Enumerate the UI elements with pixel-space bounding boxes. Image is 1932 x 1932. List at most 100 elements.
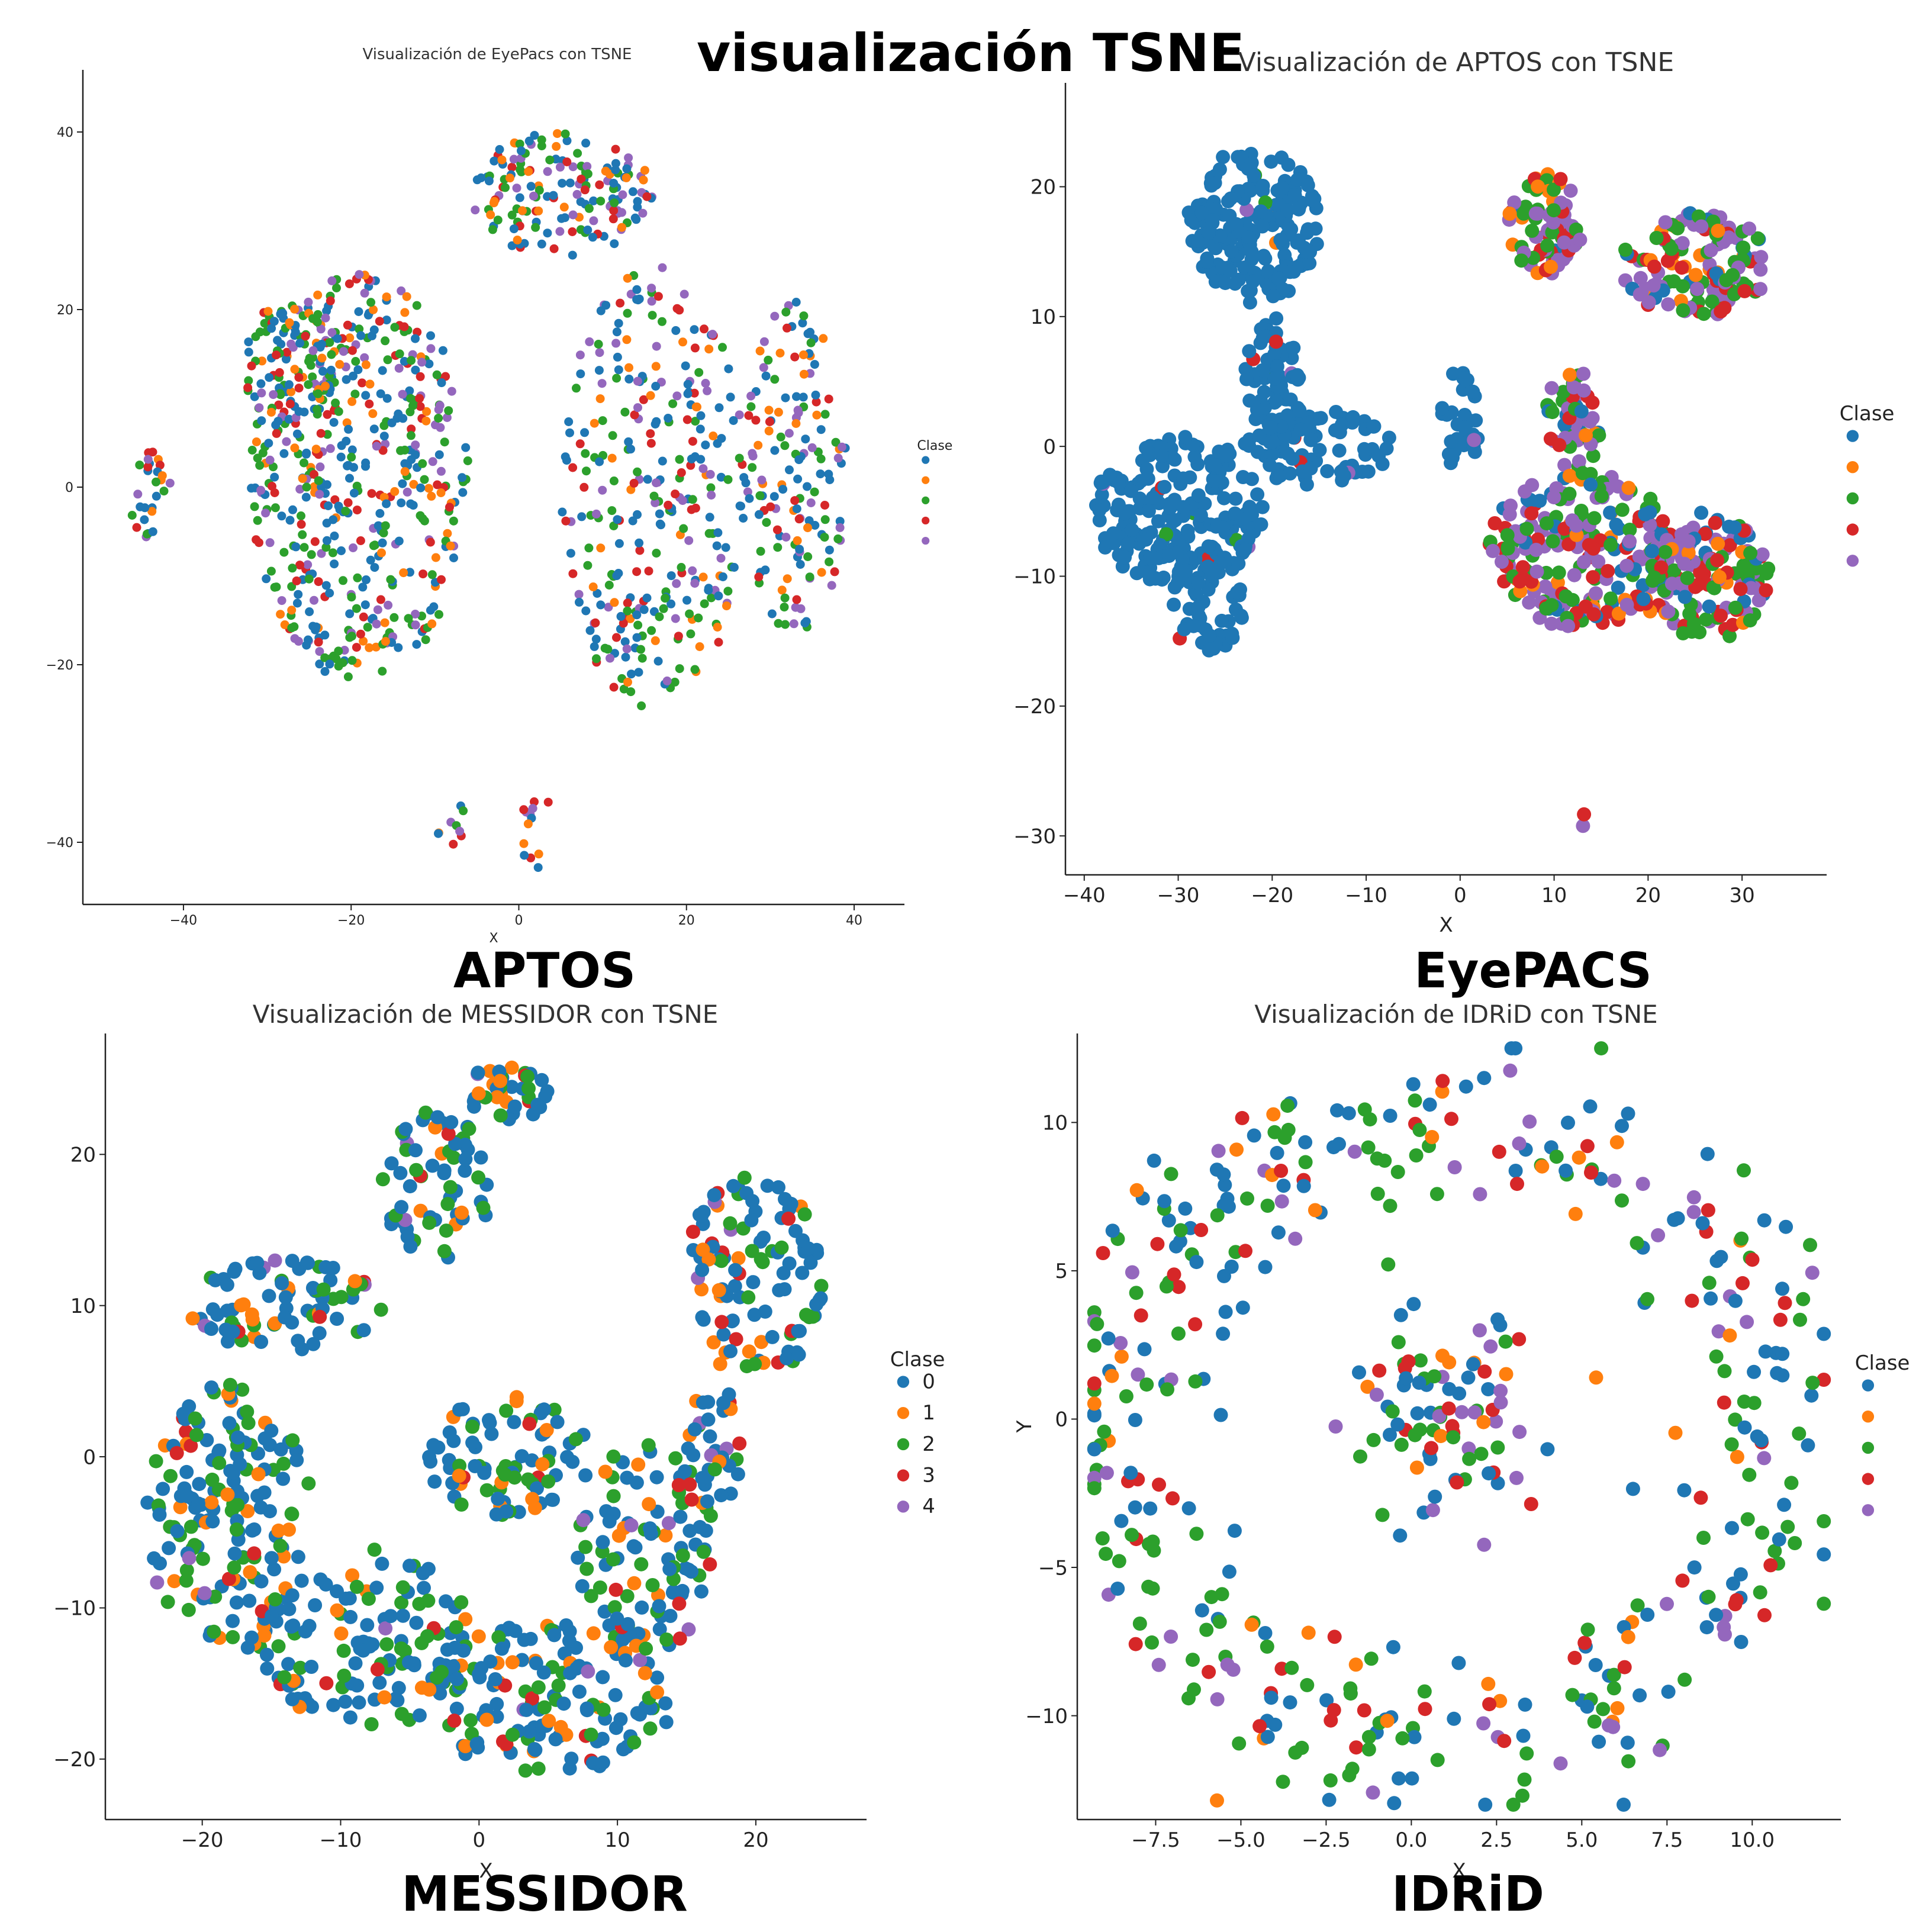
idrid-plot: Visualización de IDRiD con TSNE−7.5 −5.0−… — [1013, 1000, 1910, 1883]
data-point — [288, 343, 298, 352]
data-point — [653, 292, 663, 301]
data-point — [235, 1382, 250, 1397]
data-point — [384, 600, 393, 610]
data-point — [1332, 1136, 1346, 1151]
data-point — [306, 1337, 321, 1351]
data-point — [1409, 1460, 1424, 1475]
data-point — [1236, 470, 1250, 484]
data-point — [1477, 1537, 1492, 1552]
data-point — [426, 606, 435, 615]
data-point — [800, 619, 810, 627]
data-point — [1139, 1377, 1154, 1392]
data-point — [1203, 176, 1218, 191]
data-point — [347, 346, 357, 355]
data-point — [522, 1416, 537, 1431]
data-point — [1393, 1308, 1408, 1322]
data-point — [1087, 1442, 1102, 1457]
data-point — [812, 397, 821, 407]
data-point — [581, 1664, 595, 1679]
data-point — [1775, 1347, 1790, 1361]
data-point — [1522, 1114, 1537, 1129]
data-point — [528, 804, 537, 813]
data-point — [277, 1670, 292, 1685]
data-point — [260, 1661, 275, 1676]
data-point — [1383, 1199, 1398, 1213]
data-point — [226, 1466, 241, 1480]
data-point — [559, 1727, 574, 1742]
data-point — [276, 1471, 291, 1486]
data-point — [1482, 1697, 1497, 1712]
data-point — [148, 527, 157, 536]
data-point — [1685, 1293, 1699, 1308]
data-point — [285, 516, 295, 525]
data-point — [170, 1524, 185, 1538]
data-point — [722, 1387, 736, 1402]
data-point — [562, 456, 571, 465]
data-point — [558, 507, 567, 517]
data-point — [1123, 1466, 1138, 1480]
data-point — [393, 1165, 408, 1180]
data-point — [255, 461, 265, 470]
data-point — [580, 428, 590, 437]
data-point — [361, 360, 371, 369]
data-point — [153, 1556, 167, 1571]
data-point — [632, 610, 642, 620]
data-point — [1087, 1470, 1102, 1485]
data-point — [421, 416, 431, 426]
data-point — [1268, 394, 1283, 408]
data-point — [1602, 1718, 1616, 1733]
data-point — [440, 437, 449, 447]
data-point — [584, 543, 594, 553]
data-point — [623, 308, 632, 318]
data-point — [416, 372, 425, 381]
data-point — [613, 352, 622, 362]
data-point — [716, 553, 726, 563]
data-point — [279, 548, 289, 557]
data-point — [597, 379, 607, 388]
data-point — [518, 1763, 533, 1778]
data-point — [1218, 276, 1232, 291]
legend-marker — [1846, 492, 1859, 505]
data-point — [1547, 490, 1561, 505]
data-point — [1290, 368, 1305, 382]
data-point — [1694, 505, 1709, 520]
data-point — [1563, 183, 1578, 198]
data-point — [1280, 1099, 1295, 1113]
data-point — [347, 1274, 362, 1289]
data-point — [1254, 204, 1268, 219]
data-point — [1343, 1681, 1358, 1696]
data-point — [507, 1415, 521, 1429]
data-point — [1284, 1660, 1299, 1675]
data-point — [1213, 1408, 1228, 1422]
data-point — [1757, 1451, 1772, 1466]
data-point — [458, 1163, 472, 1178]
data-point — [707, 1462, 722, 1477]
data-point — [282, 1522, 296, 1537]
data-point — [247, 1546, 262, 1561]
data-point — [371, 642, 381, 652]
data-point — [372, 1675, 387, 1690]
data-point — [1269, 311, 1284, 326]
data-point — [1544, 259, 1558, 274]
data-point — [682, 595, 691, 605]
data-point — [379, 1637, 394, 1651]
data-point — [588, 582, 598, 591]
data-point — [256, 485, 266, 495]
data-point — [284, 1506, 299, 1521]
data-point — [729, 416, 738, 425]
data-point — [369, 305, 378, 314]
legend-title: Clase — [1855, 1351, 1910, 1375]
data-point — [493, 1108, 508, 1123]
data-point — [565, 428, 574, 437]
data-point — [722, 601, 731, 611]
data-point — [612, 373, 622, 383]
data-point — [1572, 454, 1586, 469]
data-point — [284, 1619, 299, 1634]
data-point — [501, 183, 510, 192]
data-point — [1493, 1383, 1508, 1398]
data-point — [286, 387, 296, 397]
data-point — [321, 543, 331, 552]
data-point — [449, 1620, 463, 1635]
data-point — [285, 1433, 300, 1448]
data-point — [294, 636, 303, 646]
